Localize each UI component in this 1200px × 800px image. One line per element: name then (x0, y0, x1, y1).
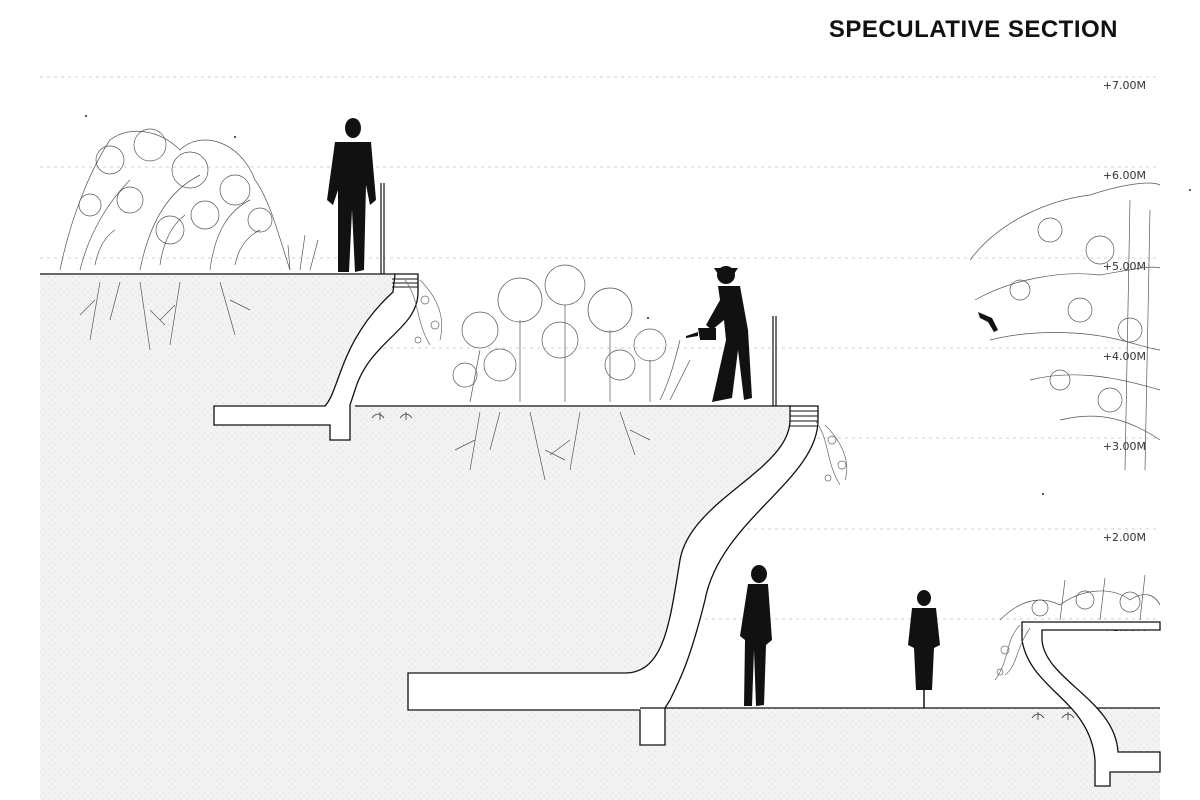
lower-planter-vegetation (999, 574, 1161, 621)
person-standing-upper (327, 118, 376, 272)
tree-right (969, 182, 1161, 471)
upper-garden-vegetation (59, 128, 319, 351)
bicycle-icon (920, 650, 928, 708)
planter-lip (790, 410, 818, 427)
level-label: +6.00M (1102, 169, 1146, 182)
person-cyclist (908, 590, 940, 708)
hanging-vines (404, 279, 1031, 681)
level-label: +4.00M (1102, 350, 1146, 363)
middle-terrace (355, 405, 819, 746)
level-label: +3.00M (1102, 440, 1146, 453)
level-label: +2.00M (1102, 531, 1146, 544)
person-gardener (686, 266, 752, 402)
lower-terrace (640, 621, 1161, 787)
upper-terrace (40, 273, 419, 441)
bird-silhouette (978, 312, 998, 332)
drawing-title: SPECULATIVE SECTION (828, 16, 1118, 43)
seedlings (371, 412, 1075, 720)
watering-can-icon (686, 328, 716, 340)
planter-lip (392, 278, 418, 288)
level-label: +7.00M (1102, 79, 1146, 92)
person-looking-up (740, 565, 772, 706)
railing-posts (380, 183, 777, 406)
earth-mass (40, 274, 1160, 800)
level-label: +5.00M (1102, 260, 1146, 273)
retaining-wall (407, 405, 819, 746)
middle-garden-vegetation (452, 264, 691, 481)
retaining-wall (213, 273, 419, 441)
right-retaining-wall (1021, 621, 1161, 787)
specks (85, 115, 1191, 495)
